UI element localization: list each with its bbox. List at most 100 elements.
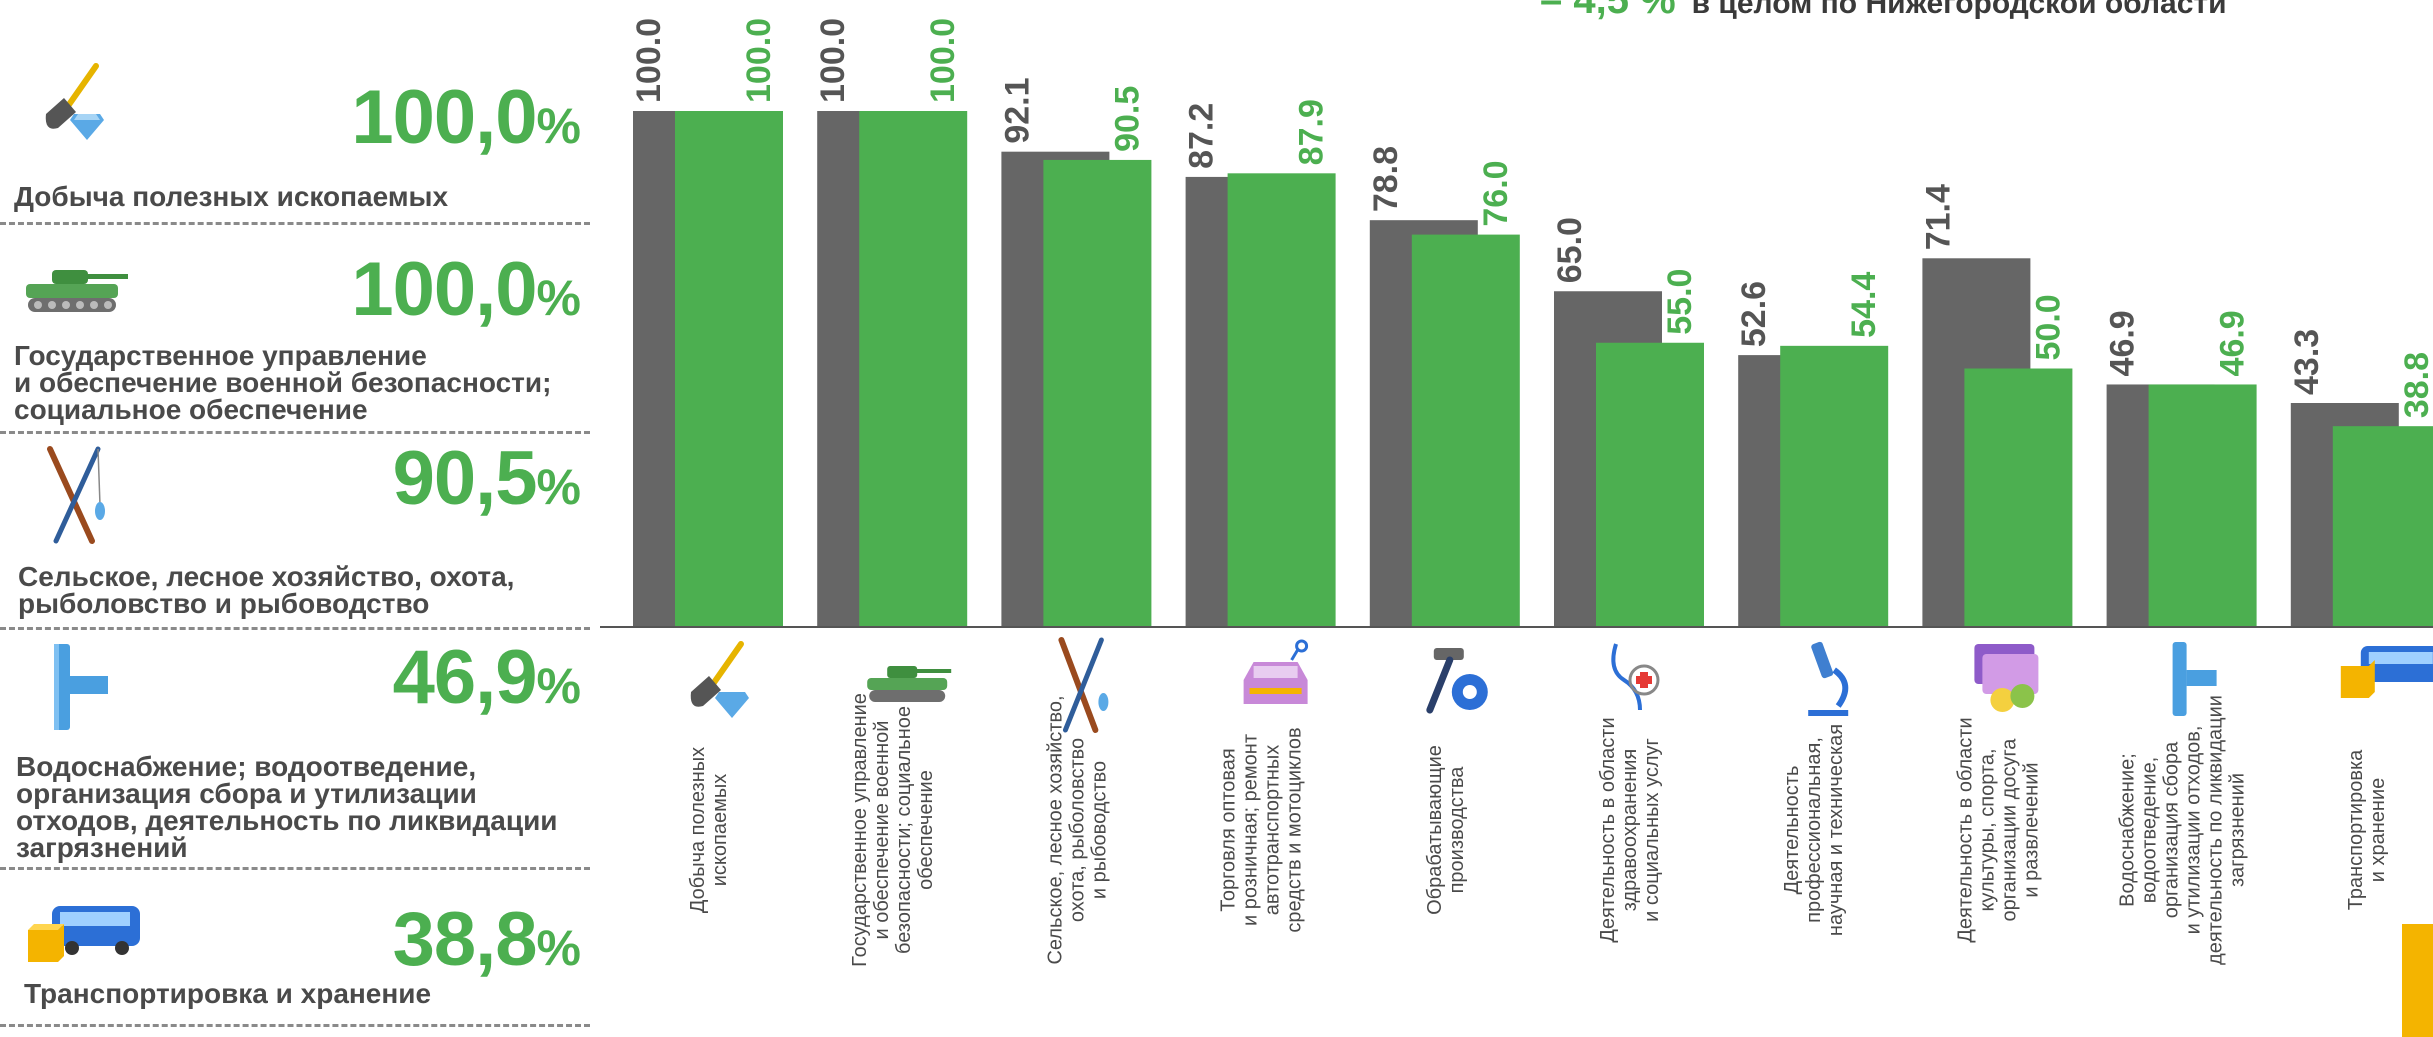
- tank-icon: [26, 270, 128, 312]
- category-label-line: профессиональная,: [1803, 737, 1825, 923]
- sector-card-water-supply: 46,9% Водоснабжение; водоотведение, орга…: [0, 630, 600, 870]
- category-label-line: организации досуга: [1998, 738, 2020, 922]
- category-label: Обрабатывающиепроизводства: [1424, 745, 1468, 915]
- category-label-line: ископаемых: [709, 774, 731, 886]
- category-label: Водоснабжение;водоотведение,организация …: [2117, 695, 2249, 965]
- category-label-line: охота, рыболовство: [1066, 738, 1088, 922]
- category-label-line: Деятельность в области: [1597, 717, 1619, 942]
- corner-accent-bar: [2402, 924, 2433, 1037]
- category-label: Деятельность в областикультуры, спорта,о…: [1954, 717, 2042, 942]
- category-label-line: Сельское, лесное хозяйство,: [1044, 695, 1066, 964]
- category-label-line: и обеспечение военной: [871, 721, 893, 940]
- bar-current: [1780, 345, 1889, 626]
- value-label: 87.9: [1293, 99, 1331, 165]
- category-label-line: деятельность по ликвидации: [2205, 695, 2227, 965]
- category-label-line: автотранспортных: [1262, 745, 1284, 916]
- category-label-line: Государственное управление: [849, 693, 871, 967]
- sector-label: Транспортировка и хранение: [24, 978, 432, 1009]
- category-label-line: средств и мотоциклов: [1284, 727, 1306, 932]
- category-label-line: Торговля оптовая: [1218, 748, 1240, 911]
- category-label: Деятельность в областиздравоохраненияи с…: [1597, 717, 1663, 942]
- sector-card-government: 100,0% Государственное управление и обес…: [0, 230, 600, 434]
- top-sectors-panel: 100,0% Добыча полезных ископаемых 100,0%…: [0, 0, 600, 1037]
- bar-current: [1227, 173, 1336, 626]
- divider: [0, 222, 590, 225]
- sector-label: Водоснабжение; водоотведение, организаци…: [16, 751, 558, 863]
- bar-current: [2332, 426, 2433, 626]
- category-label-line: культуры, спорта,: [1976, 748, 1998, 911]
- sector-label: Добыча полезных ископаемых: [14, 181, 449, 212]
- sector-card-mining: 100,0% Добыча полезных ископаемых: [0, 0, 600, 230]
- value-label: 65.0: [1551, 217, 1589, 283]
- value-label: 76.0: [1477, 160, 1515, 226]
- fishing-rods-icon: [47, 446, 105, 544]
- header-value: – 4,5 %: [1540, 0, 1676, 22]
- category-label-line: и рыбоводство: [1088, 761, 1110, 899]
- category-label: Государственное управлениеи обеспечение …: [849, 693, 937, 967]
- water-pipe-icon: [54, 644, 108, 730]
- divider: [0, 431, 590, 434]
- value-label: 92.1: [998, 77, 1036, 143]
- category-label-line: и утилизации отходов,: [2183, 726, 2205, 935]
- shovel-diamond-icon: [690, 641, 749, 718]
- bus-cargo-icon: [28, 906, 140, 962]
- value-label: 100.0: [814, 18, 852, 103]
- theater-masks-icon: [1974, 644, 2039, 712]
- category-label-line: Водоснабжение;: [2117, 753, 2139, 907]
- divider: [0, 627, 590, 630]
- category-label-line: водоотведение,: [2139, 757, 2161, 904]
- category-label-line: производства: [1446, 766, 1468, 894]
- category-label-line: безопасности; социальное: [893, 706, 915, 954]
- value-label: 71.4: [1919, 184, 1957, 250]
- category-label-line: Обрабатывающие: [1424, 745, 1446, 915]
- sector-card-agriculture: 90,5% Сельское, лесное хозяйство, охота,…: [0, 431, 600, 630]
- category-label-line: Деятельность в области: [1954, 717, 1976, 942]
- sector-value: 100,0%: [351, 247, 581, 332]
- value-label: 87.2: [1183, 103, 1221, 169]
- sector-value: 38,8%: [392, 897, 581, 982]
- value-label: 46.9: [2104, 310, 2142, 376]
- car-repair-icon: [1243, 639, 1309, 704]
- category-label-line: Добыча полезных: [687, 747, 709, 913]
- bar-current: [675, 111, 783, 626]
- category-label-line: загрязнений: [2227, 773, 2249, 887]
- divider: [0, 1024, 590, 1027]
- category-label-line: и хранение: [2367, 778, 2389, 882]
- category-label-line: организация сбора: [2161, 741, 2183, 918]
- category-label-line: здравоохранения: [1619, 749, 1641, 912]
- value-label: 100.0: [924, 18, 962, 103]
- sector-value: 46,9%: [392, 635, 581, 720]
- hammer-gear-icon: [1426, 648, 1488, 714]
- value-label: 55.0: [1661, 269, 1699, 335]
- bar-current: [1596, 342, 1704, 626]
- sector-value: 100,0%: [351, 75, 581, 160]
- category-label-line: научная и техническая: [1825, 724, 1847, 936]
- bar-current: [1964, 368, 2073, 626]
- stethoscope-icon: [1611, 643, 1660, 711]
- category-label-line: Транспортировка: [2345, 749, 2367, 910]
- value-label: 54.4: [1845, 272, 1883, 338]
- divider: [0, 867, 590, 870]
- category-label-line: и розничная; ремонт: [1240, 734, 1262, 926]
- header-text: в целом по Нижегородской области: [1691, 0, 2227, 20]
- value-label: 78.8: [1367, 146, 1405, 212]
- value-label: 100.0: [630, 18, 668, 103]
- bar-current: [2148, 384, 2257, 626]
- category-label-line: Деятельность: [1781, 766, 1803, 895]
- sector-value: 90,5%: [392, 436, 581, 521]
- category-label: Деятельностьпрофессиональная,научная и т…: [1781, 724, 1847, 936]
- sector-label: Сельское, лесное хозяйство, охота, рыбол…: [18, 561, 515, 619]
- category-label-line: обеспечение: [915, 770, 937, 890]
- bar-current: [859, 111, 968, 626]
- category-label: Сельское, лесное хозяйство,охота, рыболо…: [1044, 695, 1110, 964]
- microscope-icon: [1808, 641, 1849, 716]
- header-summary: – 4,5 % в целом по Нижегородской области: [1540, 0, 2227, 22]
- category-label: Добыча полезныхископаемых: [687, 747, 731, 913]
- category-label-line: и социальных услуг: [1641, 738, 1663, 922]
- value-label: 38.8: [2398, 352, 2433, 418]
- category-label-line: и развлечений: [2020, 762, 2042, 897]
- sector-card-transport: 38,8% Транспортировка и хранение: [0, 880, 600, 1037]
- value-label: 50.0: [2029, 294, 2067, 360]
- bar-current: [1411, 234, 1520, 626]
- fishing-rods-icon: [1058, 637, 1109, 733]
